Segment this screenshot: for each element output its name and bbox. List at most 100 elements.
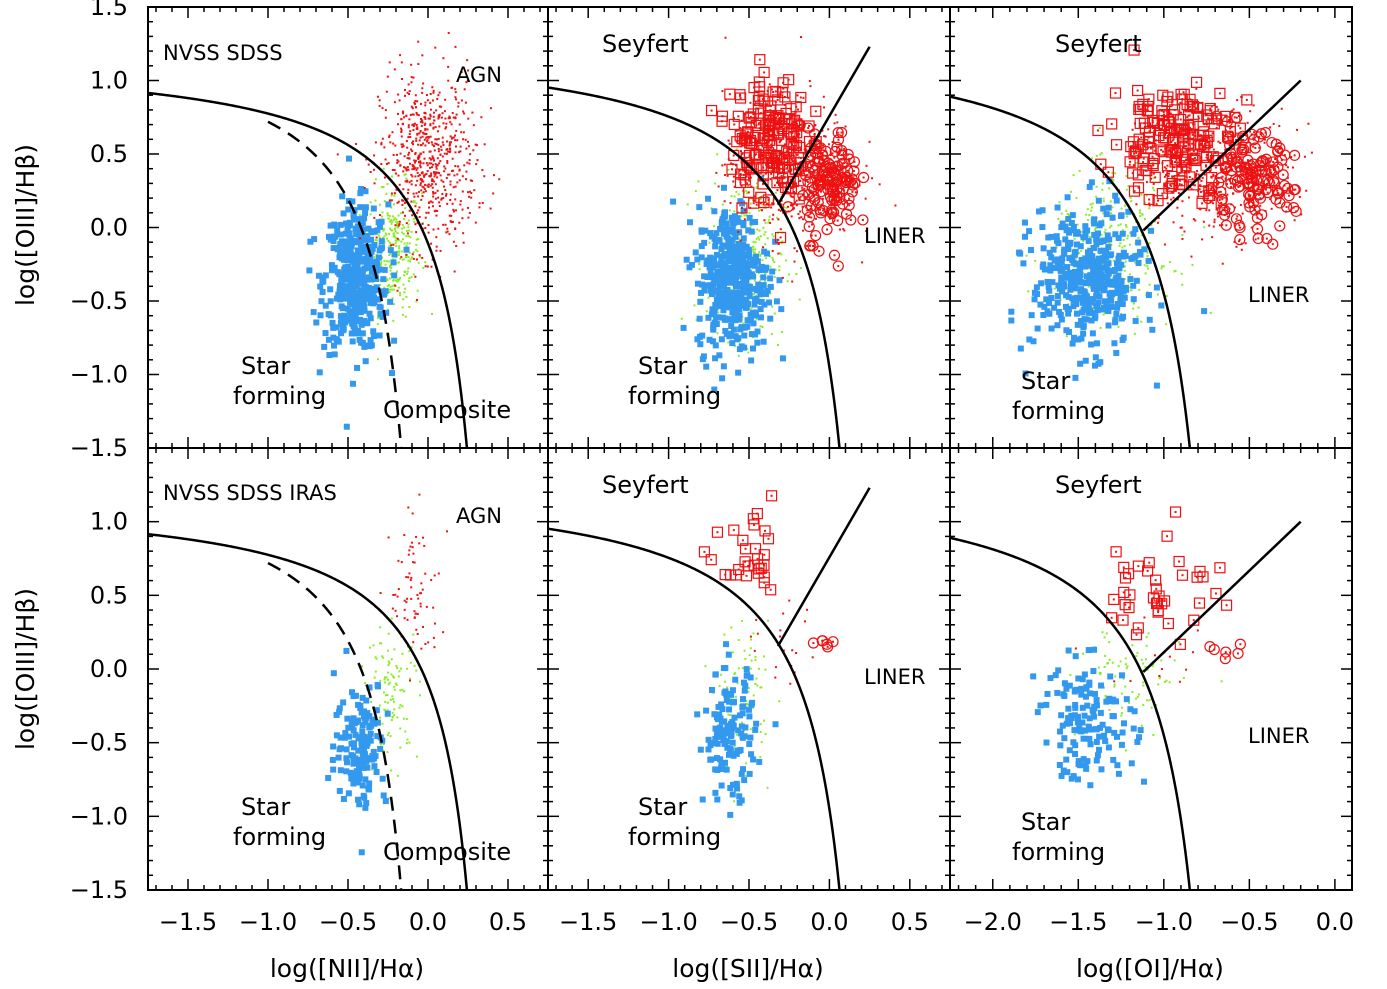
data-point-star-forming <box>1086 183 1093 190</box>
data-point-star-forming <box>738 292 745 299</box>
data-point-agn <box>454 45 457 48</box>
data-point-agn-dots <box>823 106 826 109</box>
data-point-liner-center <box>1293 154 1296 157</box>
data-point-seyfert-center <box>1161 192 1164 195</box>
data-point-composite <box>774 191 777 194</box>
data-point-agn <box>400 61 403 64</box>
data-point-star-forming <box>773 298 780 305</box>
data-point-agn-dots <box>728 142 731 145</box>
data-point-agn <box>437 117 440 120</box>
data-point-composite <box>378 236 381 239</box>
data-point-star-forming <box>1092 313 1099 320</box>
data-point-star-forming <box>736 302 743 309</box>
data-point-composite <box>391 284 394 287</box>
data-point-star-forming <box>716 237 723 244</box>
data-point-seyfert-center <box>766 140 769 143</box>
data-point-agn <box>445 152 448 155</box>
data-point-star-forming <box>747 317 754 324</box>
data-point-star-forming <box>1153 284 1160 291</box>
data-point-agn <box>416 179 419 182</box>
data-point-composite <box>757 236 760 239</box>
data-point-agn <box>397 224 400 227</box>
data-point-liner-center <box>831 186 834 189</box>
data-point-star-forming <box>1115 234 1122 241</box>
data-point-composite <box>395 218 398 221</box>
data-point-agn-dots <box>792 208 795 211</box>
data-point-agn <box>405 140 408 143</box>
data-point-star-forming <box>701 273 708 280</box>
data-point-seyfert-center <box>1180 166 1183 169</box>
data-point-agn <box>434 191 437 194</box>
data-point-star-forming <box>1141 246 1148 253</box>
data-point-seyfert-center <box>793 119 796 122</box>
data-point-agn-dots <box>723 173 726 176</box>
data-point-liner <box>812 197 824 209</box>
data-point-composite <box>758 229 761 232</box>
data-point-liner-center <box>1226 120 1229 123</box>
data-point-composite <box>401 652 404 655</box>
data-point-star-forming <box>735 369 742 376</box>
data-point-composite <box>394 682 397 685</box>
data-point-agn-dots <box>1223 137 1226 140</box>
data-point-agn <box>452 136 455 139</box>
data-point-composite <box>389 285 392 288</box>
data-point-star-forming <box>1100 205 1107 212</box>
data-point-liner-center <box>1258 164 1261 167</box>
data-point-agn <box>450 169 453 172</box>
data-point-liner-center <box>1264 131 1267 134</box>
data-point-star-forming <box>1055 240 1062 247</box>
data-point-liner-center <box>831 179 834 182</box>
data-point-agn <box>426 99 429 102</box>
data-point-seyfert-center <box>776 131 779 134</box>
data-point-composite <box>408 677 411 680</box>
data-point-seyfert <box>1142 100 1154 113</box>
data-point-star-forming <box>364 740 371 747</box>
data-point-composite <box>418 255 421 258</box>
data-point-star-forming <box>1065 310 1072 317</box>
data-point-composite <box>409 661 412 664</box>
data-point-star-forming <box>701 239 708 246</box>
data-point-composite <box>1121 229 1124 232</box>
data-point-agn <box>400 129 403 132</box>
data-point-composite <box>421 192 424 195</box>
data-point-composite <box>394 239 397 242</box>
data-point-star-forming <box>743 296 750 303</box>
data-point-star-forming <box>1097 278 1104 285</box>
data-point-star-forming <box>1021 219 1028 226</box>
data-point-composite <box>383 260 386 263</box>
data-point-liner-center <box>836 219 839 222</box>
data-point-agn <box>416 171 419 174</box>
data-point-agn <box>413 159 416 162</box>
data-point-liner-center <box>1283 184 1286 187</box>
data-point-composite <box>392 288 395 291</box>
data-point-liner-center <box>835 195 838 198</box>
data-point-star-forming <box>1067 239 1074 246</box>
data-point-composite <box>735 148 738 151</box>
data-point-composite <box>383 286 386 289</box>
data-point-agn-dots <box>778 184 781 187</box>
data-point-agn-dots <box>1224 148 1227 151</box>
data-point-star-forming <box>710 259 717 266</box>
data-point-composite <box>392 319 395 322</box>
data-point-star-forming <box>1095 360 1102 367</box>
data-point-liner-center <box>1265 237 1268 240</box>
data-point-agn-dots <box>865 164 868 167</box>
data-point-agn-dots <box>1135 203 1138 206</box>
data-point-liner-center <box>1252 163 1255 166</box>
data-point-agn <box>435 138 438 141</box>
data-point-agn-dots <box>1241 212 1244 215</box>
data-point-agn-dots <box>1236 215 1239 218</box>
data-point-composite <box>398 278 401 281</box>
data-point-liner <box>1253 189 1265 201</box>
data-point-composite <box>381 185 384 188</box>
data-point-agn-dots <box>1180 226 1183 229</box>
data-point-agn-dots <box>723 200 726 203</box>
data-point-agn-dots <box>1187 143 1190 146</box>
data-point-composite <box>386 285 389 288</box>
data-point-star-forming <box>761 289 768 296</box>
data-point-star-forming <box>739 268 746 275</box>
data-point-star-forming <box>334 227 341 234</box>
data-point-star-forming <box>752 309 759 316</box>
data-point-agn <box>394 224 397 227</box>
data-point-agn <box>424 265 427 268</box>
